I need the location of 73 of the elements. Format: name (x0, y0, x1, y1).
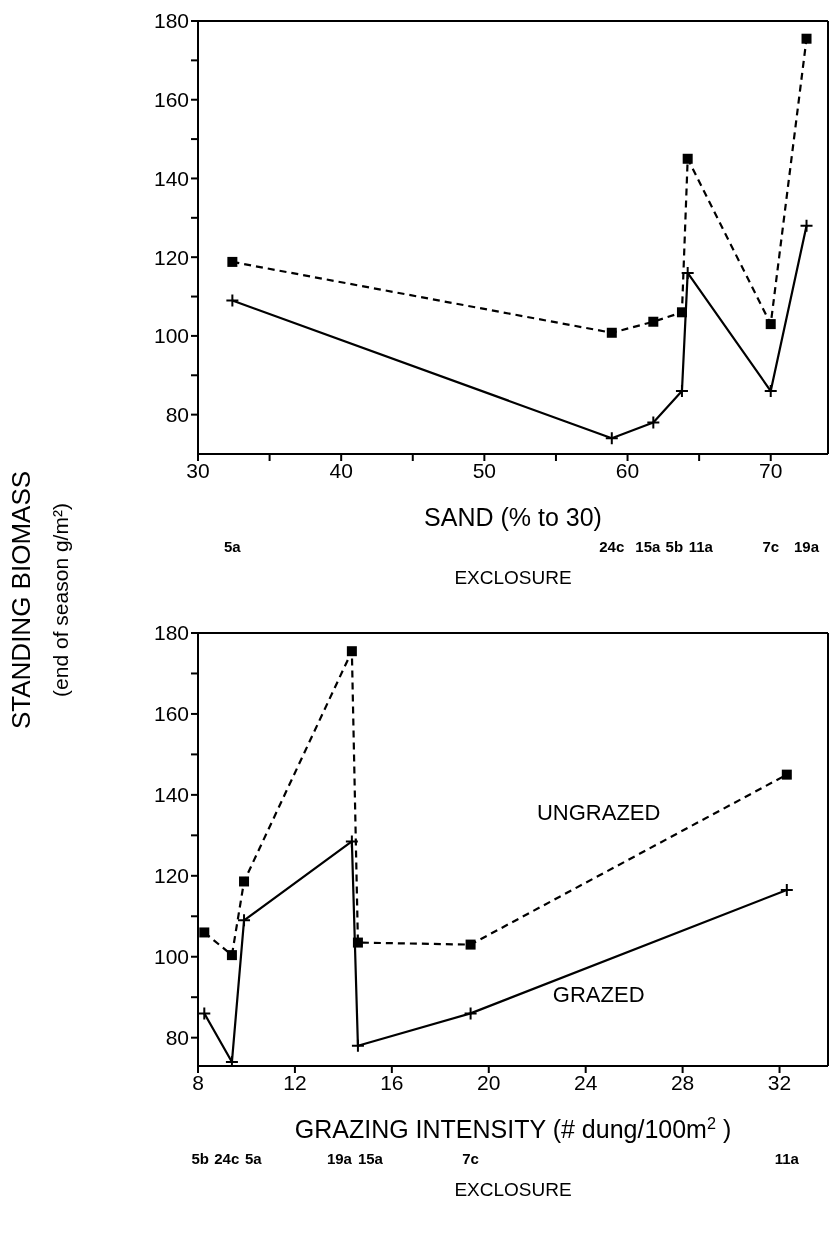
point (781, 769, 792, 780)
text: 15a (357, 1150, 384, 1167)
x-tick-label: 40 (329, 458, 353, 482)
y-axis-title: STANDING BIOMASS (end of season g/m²) (6, 470, 72, 730)
x-axis-title: SAND (% to 30) (424, 503, 602, 531)
x-tick-label: 60 (615, 458, 640, 482)
point (344, 834, 359, 849)
text: 5b (665, 538, 684, 555)
point (237, 913, 252, 928)
y-tick-label: 120 (153, 245, 189, 269)
point (604, 431, 619, 446)
y-tick-label: 100 (153, 945, 189, 969)
series-label: UNGRAZED (536, 799, 661, 825)
y-tick-label: 80 (165, 403, 189, 427)
text: 24c (599, 538, 625, 555)
x-tick-label: 24 (574, 1070, 598, 1094)
point (680, 265, 695, 280)
point (224, 1054, 239, 1066)
text: 19a (326, 1150, 353, 1167)
x-tick-label: 16 (380, 1070, 404, 1094)
text: 7c (462, 1150, 479, 1167)
point (239, 876, 250, 887)
y-tick-label: 160 (153, 88, 189, 112)
point (346, 646, 357, 657)
y-tick-label: 140 (153, 166, 189, 190)
x-axis-title: GRAZING INTENSITY (# dung/100m$^{2}$ ) (294, 1114, 732, 1143)
text: 5a (244, 1150, 263, 1167)
point (463, 1006, 478, 1021)
x-tick-label: 28 (670, 1070, 695, 1094)
y-tick-label: 180 (153, 9, 189, 33)
point (226, 950, 237, 961)
point (763, 384, 778, 399)
text: 5a (224, 538, 242, 555)
y-tick-label: 180 (153, 621, 189, 645)
x-tick-label: 70 (759, 458, 783, 482)
text: 24c (214, 1150, 240, 1167)
text: 15a (635, 538, 661, 555)
point (199, 927, 210, 938)
point (779, 882, 794, 897)
point (676, 307, 687, 318)
x-tick-label: 30 (186, 458, 210, 482)
point (198, 1006, 212, 1021)
point (682, 153, 693, 164)
point (227, 256, 238, 267)
point (646, 415, 661, 430)
x-tick-label: 32 (767, 1070, 792, 1094)
text: EXCLOSURE (454, 1179, 572, 1200)
point (801, 33, 812, 44)
point (350, 1038, 365, 1053)
x-tick-label: 12 (283, 1070, 307, 1094)
point (765, 319, 776, 330)
y-tick-label: 100 (153, 324, 189, 348)
series-label: GRAZED (552, 981, 645, 1007)
y-tick-label: 160 (153, 702, 189, 726)
text: 11a (688, 538, 714, 555)
point (606, 327, 617, 338)
x-tick-label: 20 (477, 1070, 501, 1094)
text: 5b (191, 1150, 210, 1167)
text: 11a (774, 1150, 800, 1167)
text: 19a (794, 538, 820, 555)
y-tick-label: 80 (165, 1026, 189, 1050)
text: 7c (762, 538, 780, 555)
y-tick-label: 140 (153, 783, 189, 807)
point (648, 316, 659, 327)
point (799, 218, 814, 233)
x-tick-label: 8 (192, 1070, 204, 1094)
x-tick-label: 50 (472, 458, 497, 482)
text: EXCLOSURE (454, 567, 572, 588)
y-tick-label: 120 (153, 864, 189, 888)
point (465, 939, 476, 950)
point (352, 937, 363, 948)
point (225, 293, 240, 308)
point (674, 384, 689, 399)
